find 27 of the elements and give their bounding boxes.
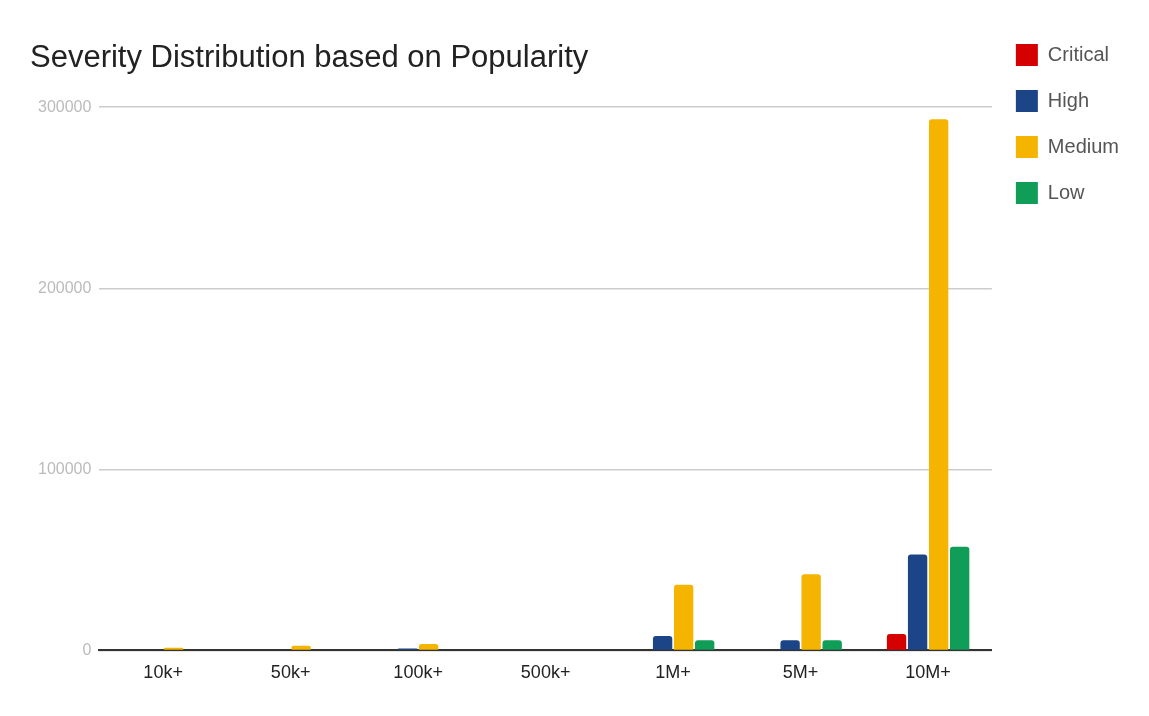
x-tick-label: 100k+ xyxy=(393,662,443,683)
chart-title: Severity Distribution based on Popularity xyxy=(30,39,589,75)
x-tick-label: 10k+ xyxy=(143,662,183,683)
legend-label: Low xyxy=(1047,180,1086,203)
y-tick-label: 0 xyxy=(82,640,92,658)
bar xyxy=(780,640,800,650)
bar xyxy=(950,546,970,650)
x-tick-label: 1M+ xyxy=(655,662,691,683)
bar xyxy=(907,554,928,650)
y-tick-label: 300000 xyxy=(38,97,92,115)
bar xyxy=(928,119,949,650)
bar xyxy=(695,640,715,650)
y-tick-label: 100000 xyxy=(38,459,92,477)
legend-label: High xyxy=(1047,88,1090,111)
x-tick-label: 5M+ xyxy=(782,662,819,683)
bar xyxy=(673,584,694,650)
bar xyxy=(801,574,821,650)
legend-label: Critical xyxy=(1047,42,1109,65)
bar xyxy=(822,640,842,650)
bar xyxy=(418,644,439,650)
bar xyxy=(652,635,673,650)
x-tick-label: 10M+ xyxy=(905,662,951,683)
y-tick-label: 200000 xyxy=(38,278,92,296)
x-tick-label: 50k+ xyxy=(270,662,311,683)
x-tick-label: 500k+ xyxy=(520,662,571,683)
legend-label: Medium xyxy=(1047,134,1120,157)
bar xyxy=(886,634,907,650)
